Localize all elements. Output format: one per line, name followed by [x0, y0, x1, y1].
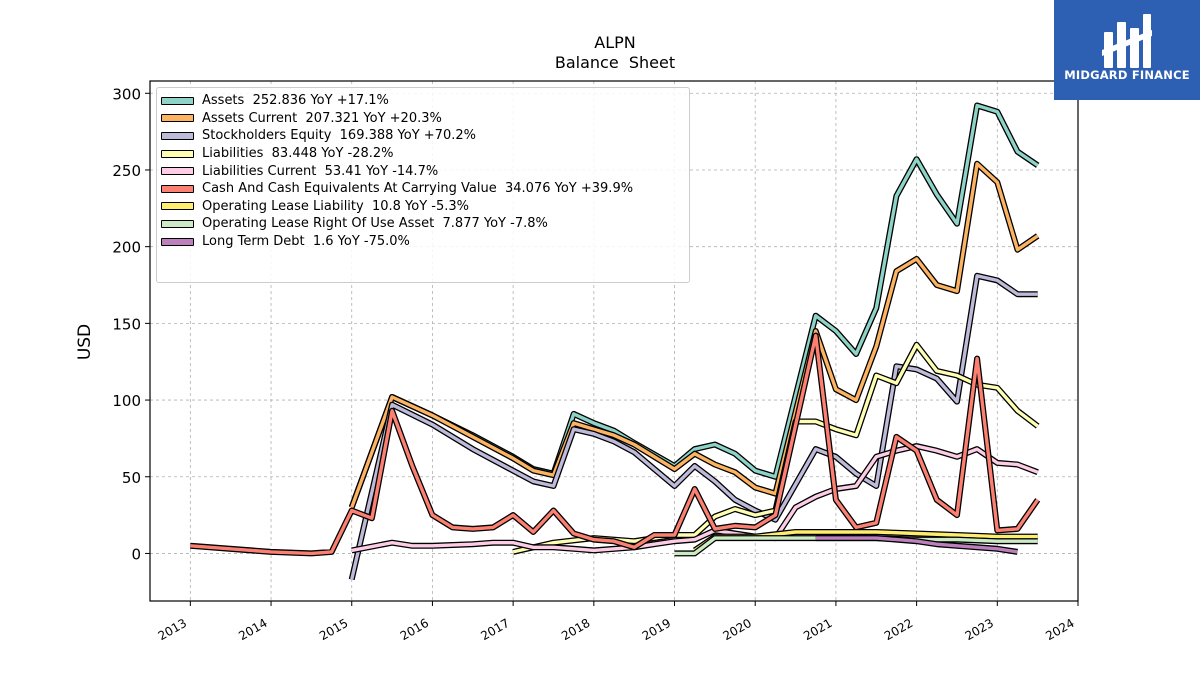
legend: Assets 252.836 YoY +17.1% Assets Current … — [156, 87, 690, 283]
legend-label: Assets Current 207.321 YoY +20.3% — [202, 110, 442, 126]
x-tick-label: 2021 — [801, 616, 834, 643]
x-tick-label: 2020 — [720, 616, 753, 643]
x-tick-label: 2019 — [640, 616, 673, 643]
series-line — [350, 274, 1038, 580]
legend-swatch — [161, 219, 194, 228]
legend-entry: Stockholders Equity 169.388 YoY +70.2% — [161, 127, 689, 145]
x-tick-label: 2022 — [882, 616, 915, 643]
x-tick-label: 2024 — [1043, 616, 1076, 643]
legend-label: Liabilities 83.448 YoY -28.2% — [202, 146, 394, 162]
legend-swatch — [161, 149, 194, 158]
series-line — [190, 333, 1040, 556]
x-tick-label: 2023 — [963, 616, 996, 643]
legend-label: Operating Lease Right Of Use Asset 7.877… — [202, 216, 548, 232]
x-tick-label: 2014 — [236, 616, 269, 643]
legend-swatch — [161, 202, 194, 211]
series-2 — [348, 272, 1038, 581]
y-tick-label: 100 — [112, 392, 141, 410]
y-tick-label: 300 — [112, 85, 141, 103]
logo-mark-icon — [1102, 14, 1152, 68]
x-tick-label: 2018 — [559, 616, 592, 643]
x-tick-label: 2013 — [156, 616, 189, 643]
series-line — [350, 162, 1039, 508]
series-5 — [190, 332, 1041, 557]
legend-swatch — [161, 96, 194, 105]
legend-entry: Operating Lease Liability 10.8 YoY -5.3% — [161, 198, 689, 216]
legend-label: Liabilities Current 53.41 YoY -14.7% — [202, 163, 439, 179]
legend-label: Operating Lease Liability 10.8 YoY -5.3% — [202, 198, 470, 214]
y-tick-label: 200 — [112, 239, 141, 257]
series-8 — [815, 535, 1018, 555]
x-tick-label: 2015 — [317, 616, 350, 643]
chart-subtitle: Balance Sheet — [555, 53, 675, 72]
series-1 — [348, 160, 1040, 509]
y-tick-label: 50 — [122, 469, 141, 487]
y-tick-label: 250 — [112, 162, 141, 180]
y-tick-label: 150 — [112, 315, 141, 333]
legend-entry: Liabilities Current 53.41 YoY -14.7% — [161, 162, 689, 180]
legend-swatch — [161, 167, 194, 176]
legend-label: Long Term Debt 1.6 YoY -75.0% — [202, 234, 410, 250]
x-tick-label: 2017 — [478, 616, 511, 643]
legend-swatch — [161, 131, 194, 140]
series-lines — [190, 102, 1041, 581]
legend-entry: Operating Lease Right Of Use Asset 7.877… — [161, 215, 689, 233]
legend-swatch — [161, 237, 194, 246]
legend-entry: Assets Current 207.321 YoY +20.3% — [161, 110, 689, 128]
legend-swatch — [161, 114, 194, 123]
chart-title: ALPN — [594, 33, 635, 52]
series-line — [815, 536, 1018, 554]
legend-entry: Assets 252.836 YoY +17.1% — [161, 92, 689, 110]
logo-text: MIDGARD FINANCE — [1064, 68, 1190, 82]
legend-entry: Liabilities 83.448 YoY -28.2% — [161, 145, 689, 163]
y-tick-label: 0 — [131, 545, 141, 563]
legend-label: Assets 252.836 YoY +17.1% — [202, 93, 389, 109]
x-tick-label: 2016 — [398, 616, 431, 643]
legend-label: Cash And Cash Equivalents At Carrying Va… — [202, 181, 634, 197]
legend-entry: Cash And Cash Equivalents At Carrying Va… — [161, 180, 689, 198]
y-axis-label: USD — [75, 324, 95, 360]
series-4 — [351, 443, 1039, 554]
legend-swatch — [161, 184, 194, 193]
series-line — [351, 444, 1039, 553]
brand-logo: MIDGARD FINANCE — [1054, 0, 1200, 100]
legend-label: Stockholders Equity 169.388 YoY +70.2% — [202, 128, 476, 144]
legend-entry: Long Term Debt 1.6 YoY -75.0% — [161, 233, 689, 251]
plot-frame — [149, 80, 1079, 602]
